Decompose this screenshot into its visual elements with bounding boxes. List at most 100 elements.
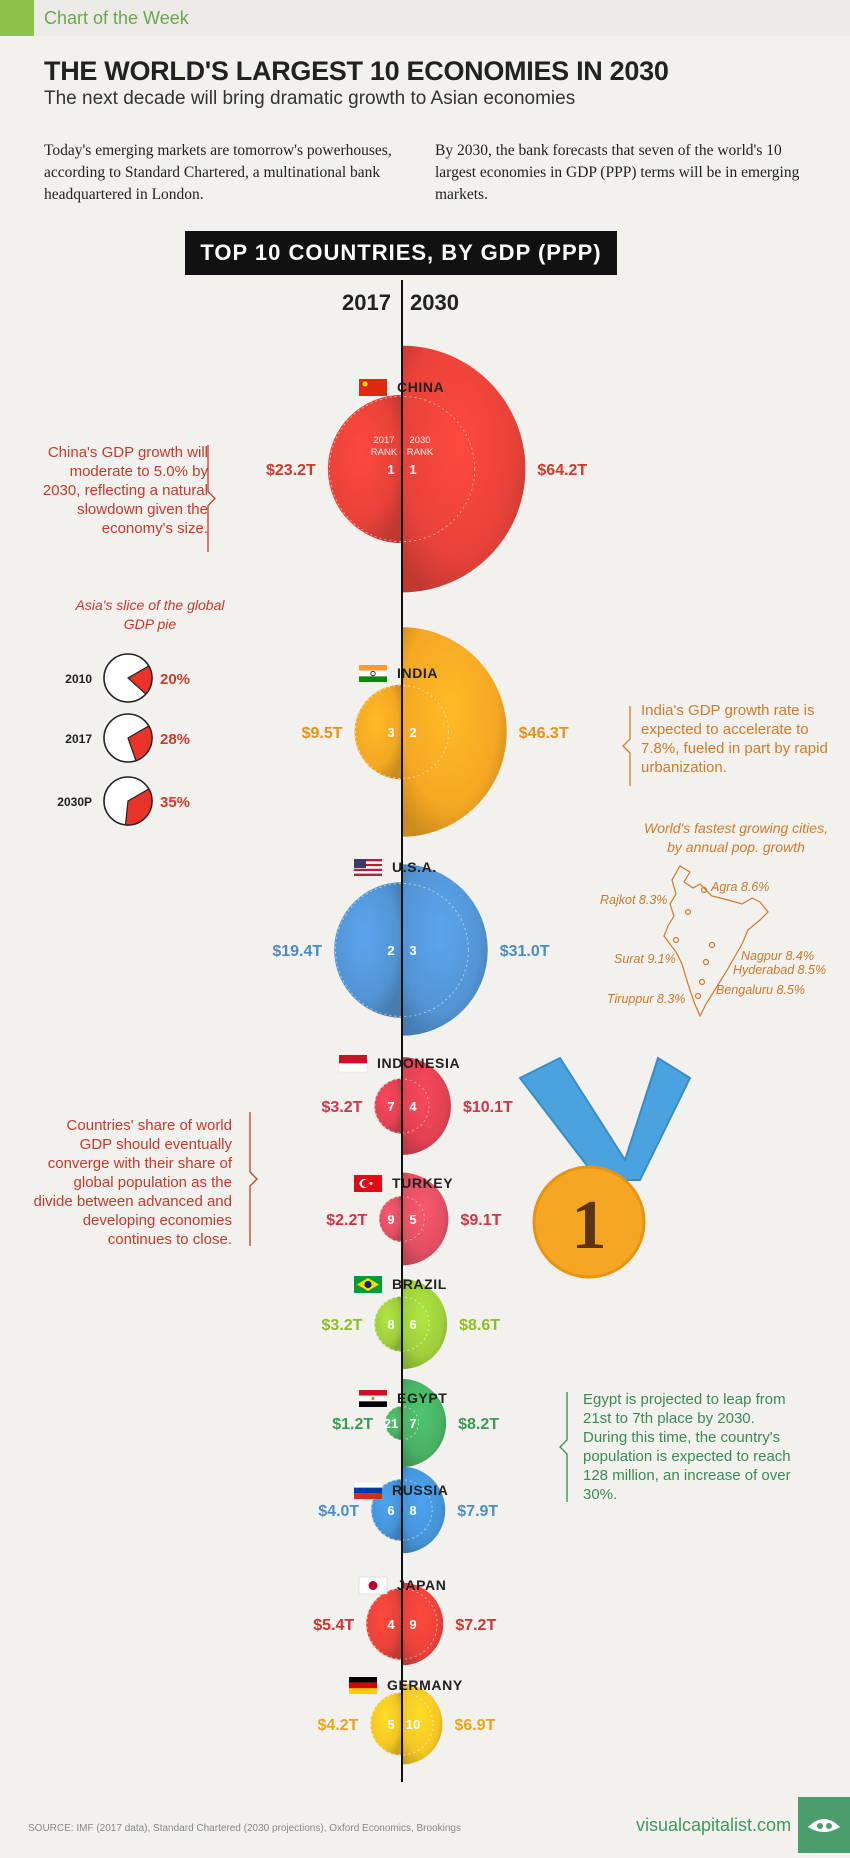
flag-stripe — [354, 866, 382, 869]
country-name-turkey: TURKEY — [392, 1175, 453, 1191]
bubble-2030-egypt — [402, 1378, 447, 1468]
bubble-2030-russia — [402, 1466, 446, 1554]
flag-band — [353, 1481, 383, 1488]
bubble-2017-india — [354, 684, 402, 780]
rank-header-2030: RANK — [407, 447, 434, 458]
page-subtitle: The next decade will bring dramatic grow… — [44, 88, 576, 109]
city-label-surat: Surat 9.1% — [614, 952, 676, 966]
flag-band — [349, 1677, 377, 1683]
egypt-note-bracket — [559, 1392, 568, 1502]
flag-sun — [368, 1581, 378, 1590]
flag-band — [359, 670, 387, 677]
value-2030-turkey: $9.1T — [460, 1212, 501, 1229]
value-2030-brazil: $8.6T — [459, 1317, 500, 1334]
country-name-india: INDIA — [397, 665, 438, 681]
flag-icon-indonesia — [338, 1055, 368, 1073]
pie-year-label-2017: 2017 — [65, 732, 92, 746]
flag-icon-usa — [354, 859, 382, 876]
bubble-2030-india — [402, 627, 507, 837]
rank-2017-japan: 4 — [387, 1617, 395, 1632]
flag-band — [354, 1493, 382, 1499]
flag-band — [359, 665, 387, 671]
bubble-ring-russia — [371, 1479, 433, 1541]
value-2017-egypt: $1.2T — [332, 1416, 373, 1433]
bubble-2017-egypt — [385, 1406, 402, 1440]
city-dot-1 — [684, 908, 692, 916]
share-note-bracket — [249, 1112, 258, 1246]
brand-link[interactable]: visualcapitalist.com — [636, 1815, 792, 1835]
source-note: SOURCE: IMF (2017 data), Standard Charte… — [28, 1823, 461, 1834]
bubble-2017-japan — [366, 1588, 402, 1660]
value-2030-china: $64.2T — [537, 462, 587, 479]
country-name-china: CHINA — [397, 379, 444, 395]
flag-icon-brazil — [354, 1276, 382, 1293]
medal-rim — [532, 1165, 646, 1279]
flag-stripe — [354, 873, 382, 876]
year-label-2030: 2030 — [410, 290, 459, 315]
rank-2017-china: 1 — [387, 462, 394, 477]
brand-logo-icon — [808, 1819, 840, 1832]
flag-band — [339, 1055, 367, 1064]
bubble-2017-china — [327, 394, 402, 544]
rank-header-2030: 2030 — [409, 435, 430, 446]
top-bar-accent — [0, 0, 34, 36]
flag-stripe — [354, 859, 382, 862]
country-name-egypt: EGYPT — [397, 1390, 447, 1406]
value-2017-china: $23.2T — [266, 462, 316, 479]
rank-2030-egypt: 7 — [409, 1416, 416, 1431]
bubble-ring-japan — [366, 1588, 438, 1660]
top-bar — [0, 0, 850, 36]
value-2017-indonesia: $3.2T — [322, 1099, 363, 1116]
pie-value-2010: 20% — [160, 671, 190, 688]
medal-number: 1 — [572, 1187, 607, 1264]
rank-2030-russia: 8 — [409, 1503, 416, 1518]
city-dot-6 — [694, 992, 702, 1000]
flag-stripe — [354, 868, 382, 872]
flag-icon-russia — [353, 1481, 383, 1499]
bubble-2017-indonesia — [374, 1078, 402, 1134]
rank-2030-turkey: 5 — [409, 1212, 416, 1227]
city-dot-0 — [700, 886, 708, 894]
rank-2017-india: 3 — [387, 725, 394, 740]
rank-2017-indonesia: 7 — [387, 1099, 394, 1114]
rank-header-2017: 2017 — [373, 435, 394, 446]
flag-icon-egypt — [359, 1390, 387, 1407]
flag-icon-turkey — [354, 1175, 382, 1192]
medal-disc — [534, 1167, 644, 1277]
kicker: Chart of the Week — [44, 8, 189, 28]
rank-2017-brazil: 8 — [387, 1317, 394, 1332]
value-2030-indonesia: $10.1T — [463, 1099, 513, 1116]
flag-crescent-cut — [361, 1179, 370, 1188]
bubble-2017-germany — [370, 1692, 402, 1756]
asia-pie-title: Asia's slice of the global GDP pie — [75, 597, 225, 632]
pie-slice-2030p — [124, 788, 153, 826]
flag-star — [362, 381, 368, 387]
city-label-bengaluru: Bengaluru 8.5% — [716, 983, 805, 997]
value-2017-russia: $4.0T — [318, 1503, 359, 1520]
flag-wheel — [370, 670, 376, 677]
city-label-tiruppur: Tiruppur 8.3% — [607, 992, 686, 1006]
rank-header-2017: RANK — [371, 447, 398, 458]
city-label-nagpur: Nagpur 8.4% — [741, 949, 814, 963]
flag-icon-china — [359, 379, 387, 396]
value-2017-germany: $4.2T — [318, 1717, 359, 1734]
flag-icon-india — [359, 665, 387, 682]
city-dot-5 — [698, 978, 706, 986]
value-2017-india: $9.5T — [302, 725, 343, 742]
india-map-outline — [663, 865, 769, 1018]
flag-band — [359, 676, 387, 682]
country-name-russia: RUSSIA — [392, 1482, 449, 1498]
country-name-usa: U.S.A. — [392, 859, 437, 875]
share-note: Countries' share of world GDP should eve… — [33, 1117, 233, 1248]
cities-title: World's fastest growing cities, by annua… — [644, 820, 828, 855]
intro-left: Today's emerging markets are tomorrow's … — [44, 142, 392, 203]
egypt-note: Egypt is projected to leap from 21st to … — [583, 1391, 791, 1503]
city-dot-3 — [708, 941, 716, 949]
city-label-hyderabad: Hyderabad 8.5% — [733, 963, 827, 977]
page-title: THE WORLD'S LARGEST 10 ECONOMIES IN 2030 — [44, 56, 669, 86]
bubble-2030-indonesia — [402, 1057, 451, 1155]
value-2017-usa: $19.4T — [272, 943, 322, 960]
value-2030-india: $46.3T — [519, 725, 569, 742]
rank-2017-usa: 2 — [387, 943, 394, 958]
rank-2017-egypt: 21 — [384, 1416, 398, 1431]
